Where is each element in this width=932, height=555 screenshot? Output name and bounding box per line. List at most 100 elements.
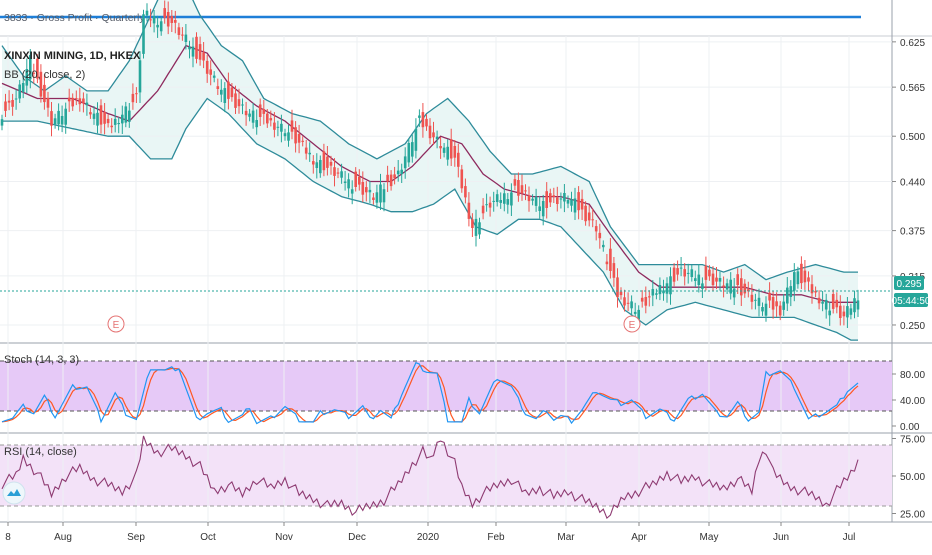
candle-body	[538, 206, 541, 211]
candle-body	[757, 297, 761, 306]
candle-body	[39, 71, 43, 97]
candle-body	[722, 285, 725, 287]
time-axis-label: Mar	[557, 532, 575, 543]
candle-body	[778, 305, 782, 316]
candle-body	[386, 174, 389, 182]
rsi-axis-label: 50.00	[900, 472, 925, 483]
candle-body	[170, 16, 174, 23]
bollinger-lower-line	[2, 97, 858, 341]
candle-body	[683, 269, 686, 277]
candle-body	[269, 118, 273, 121]
candle-body	[308, 152, 311, 155]
candle-body	[432, 132, 435, 138]
candle-body	[266, 113, 269, 124]
candle-body	[839, 305, 842, 318]
candle-body	[0, 119, 4, 126]
earnings-event-label: E	[629, 320, 636, 331]
candle-body	[761, 307, 764, 312]
candle-body	[329, 161, 333, 166]
candle-body	[319, 160, 322, 174]
candle-body	[375, 192, 379, 203]
candle-body	[633, 311, 637, 314]
candle-body	[676, 268, 679, 275]
candle-body	[807, 277, 810, 282]
candle-body	[36, 58, 39, 79]
candle-body	[743, 283, 747, 294]
candle-body	[138, 60, 142, 93]
candle-body	[796, 271, 800, 285]
candle-body	[149, 19, 152, 21]
candle-body	[428, 125, 432, 139]
candle-body	[106, 118, 110, 124]
candle-body	[651, 289, 655, 296]
candle-body	[350, 189, 354, 194]
candle-body	[145, 10, 149, 16]
candle-body	[715, 277, 718, 282]
candle-body	[262, 109, 266, 114]
time-axis-label: Sep	[127, 532, 145, 543]
last-price-value: 0.295	[896, 279, 921, 290]
candle-body	[283, 133, 287, 137]
candle-body	[230, 87, 234, 98]
candle-body	[771, 297, 775, 310]
candle-body	[842, 311, 846, 317]
candle-body	[531, 198, 534, 201]
candle-body	[800, 263, 803, 284]
candle-body	[205, 60, 209, 74]
candle-body	[856, 300, 860, 310]
time-axis-label: Jul	[843, 532, 856, 543]
candle-body	[640, 297, 644, 302]
candle-body	[216, 86, 220, 89]
candle-body	[679, 267, 683, 269]
candle-body	[220, 89, 223, 95]
tradingview-logo-icon[interactable]	[2, 481, 26, 505]
candle-body	[563, 193, 566, 202]
time-axis-label: May	[700, 532, 719, 543]
rsi-axis-label: 25.00	[900, 510, 925, 521]
bollinger-basis-line	[1, 44, 858, 303]
candle-body	[389, 174, 393, 187]
candle-body	[166, 12, 170, 27]
candle-body	[7, 100, 11, 103]
candle-body	[4, 101, 7, 111]
time-axis: 8 Aug Sep Oct Nov Dec 2020 Feb Mar Apr May Jun Jul	[5, 522, 855, 543]
candle-body	[655, 293, 658, 295]
candle-body	[736, 274, 739, 285]
candle-body	[577, 192, 580, 211]
candle-body	[14, 98, 18, 100]
candle-body	[128, 110, 131, 122]
candle-body	[573, 198, 577, 213]
time-axis-label: Aug	[54, 532, 72, 543]
candle-body	[616, 277, 619, 297]
candle-body	[598, 232, 602, 239]
candle-body	[559, 198, 563, 200]
candle-body	[786, 287, 789, 304]
candle-body	[474, 218, 478, 236]
candle-body	[499, 200, 502, 203]
candle-body	[541, 201, 545, 217]
candle-body	[435, 136, 439, 140]
candle-body	[99, 105, 103, 125]
candle-body	[96, 112, 99, 126]
candle-body	[71, 97, 74, 107]
candle-body	[315, 162, 319, 168]
rsi-label: RSI (14, close)	[4, 446, 77, 458]
candle-body	[425, 118, 428, 127]
price-axis-label: 0.500	[900, 132, 925, 143]
candle-body	[60, 116, 64, 125]
candle-body	[294, 127, 297, 144]
candle-body	[198, 44, 202, 60]
candle-body	[704, 265, 708, 280]
earnings-event-label: E	[113, 320, 120, 331]
candle-body	[237, 99, 241, 107]
candle-body	[347, 179, 350, 189]
candle-body	[372, 197, 375, 200]
candle-body	[853, 298, 856, 313]
candle-body	[43, 84, 46, 103]
candle-body	[488, 202, 492, 208]
candle-body	[591, 219, 594, 221]
candle-body	[400, 169, 403, 174]
candle-body	[297, 134, 301, 143]
candle-body	[821, 301, 824, 304]
